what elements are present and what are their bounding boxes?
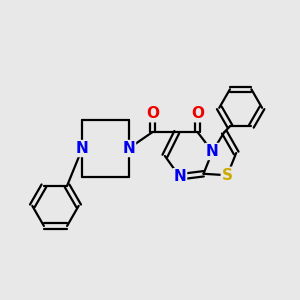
- Text: N: N: [206, 144, 219, 159]
- Text: O: O: [146, 106, 159, 121]
- Text: S: S: [222, 168, 233, 183]
- Text: N: N: [76, 141, 88, 156]
- Text: N: N: [173, 169, 186, 184]
- Text: N: N: [122, 141, 135, 156]
- Text: O: O: [191, 106, 204, 121]
